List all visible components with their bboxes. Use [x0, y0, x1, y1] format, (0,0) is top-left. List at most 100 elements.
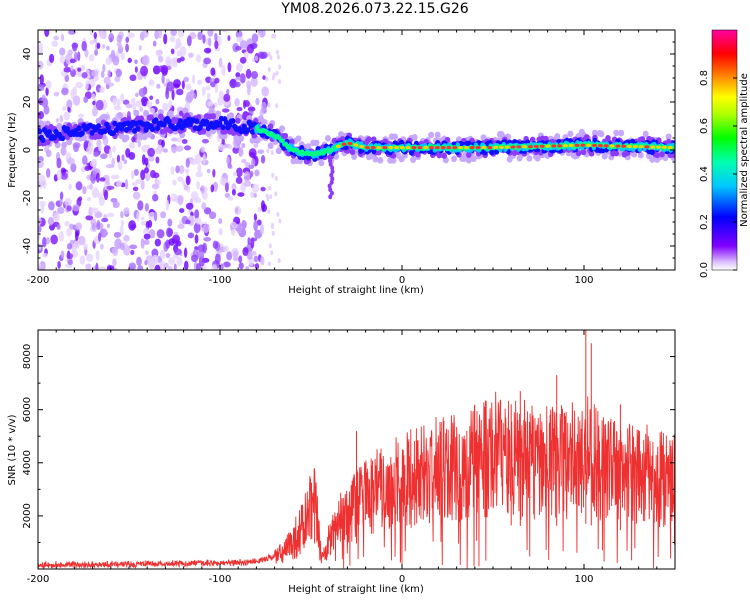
noise-blob	[184, 168, 190, 174]
ridge-peak	[481, 146, 487, 150]
noise-blob	[71, 42, 79, 49]
noise-blob	[135, 178, 143, 184]
ridge-peak	[603, 144, 609, 148]
noise-blob	[149, 95, 154, 101]
snr-x-ticks: -200 -100 0 100	[27, 330, 676, 585]
noise-blob	[227, 196, 234, 201]
ridge-cell	[470, 155, 477, 163]
noise-blob	[209, 78, 216, 83]
noise-blob	[207, 30, 214, 37]
noise-blob	[267, 261, 271, 267]
noise-blob	[218, 57, 223, 68]
noise-blob	[110, 49, 116, 59]
noise-blob	[221, 64, 226, 76]
noise-blob	[276, 211, 280, 217]
spectrogram-x-ticks: -200 -100 0 100	[27, 30, 676, 286]
noise-blob	[178, 110, 184, 117]
noise-blob	[43, 105, 50, 115]
noise-blob	[253, 143, 259, 148]
noise-blob	[140, 169, 146, 181]
noise-blob	[105, 180, 110, 186]
noise-blob	[148, 211, 156, 220]
noise-blob	[66, 157, 75, 165]
noise-blob	[90, 173, 97, 184]
noise-blob	[224, 182, 229, 193]
noise-blob	[201, 223, 210, 233]
noise-blob	[103, 189, 109, 201]
ridge-cell	[46, 129, 53, 135]
ridge-cell	[148, 114, 154, 121]
noise-blob	[261, 101, 267, 112]
noise-blob	[192, 92, 197, 99]
noise-blob	[187, 232, 195, 239]
noise-blob	[67, 259, 74, 266]
noise-blob	[106, 212, 115, 218]
ridge-cell	[205, 130, 212, 137]
noise-blob	[155, 156, 160, 164]
noise-blob	[148, 155, 155, 162]
noise-blob	[257, 149, 265, 154]
noise-blob	[210, 184, 215, 193]
noise-blob	[53, 212, 60, 223]
noise-blob	[154, 238, 162, 247]
ridge-cell	[415, 151, 421, 158]
spectrogram-marks	[38, 30, 675, 270]
noise-blob	[70, 65, 74, 72]
ridge-cell	[102, 128, 108, 134]
noise-blob	[235, 72, 241, 78]
noise-blob	[184, 145, 192, 151]
ridge-peak	[452, 146, 458, 150]
noise-blob	[268, 243, 272, 249]
noise-blob	[64, 74, 70, 83]
noise-blob	[89, 30, 93, 36]
chart-title: YM08.2026.073.22.15.G26	[281, 1, 469, 17]
noise-blob	[241, 158, 247, 164]
colorbar-tick-label: 0.2	[699, 214, 710, 230]
ridge-peak	[405, 146, 411, 150]
ridge-cell	[411, 134, 418, 141]
noise-blob	[60, 172, 68, 180]
noise-blob	[132, 191, 141, 200]
noise-blob	[278, 64, 282, 70]
noise-blob	[163, 33, 168, 45]
noise-blob	[100, 153, 108, 159]
noise-blob	[48, 201, 55, 211]
ridge-peak	[434, 146, 440, 150]
noise-blob	[86, 185, 90, 190]
noise-blob	[200, 184, 205, 195]
noise-blob	[134, 66, 138, 73]
noise-blob	[123, 234, 130, 242]
noise-blob	[49, 53, 55, 64]
noise-blob	[120, 219, 125, 227]
noise-blob	[236, 224, 242, 234]
noise-blob	[163, 148, 168, 153]
ridge-cell	[598, 130, 605, 138]
ridge-cell	[328, 187, 333, 193]
ridge-cell	[267, 123, 274, 130]
noise-blob	[267, 102, 271, 108]
ridge-peak	[370, 146, 376, 150]
noise-blob	[238, 255, 243, 263]
noise-blob	[206, 168, 211, 174]
noise-blob	[172, 59, 178, 68]
noise-blob	[67, 106, 71, 113]
ridge-cell	[166, 118, 172, 125]
noise-blob	[243, 100, 250, 107]
noise-blob	[118, 160, 123, 170]
noise-blob	[259, 256, 265, 266]
noise-blob	[97, 192, 103, 200]
noise-blob	[83, 96, 89, 103]
noise-blob	[156, 83, 161, 89]
noise-blob	[133, 168, 139, 176]
ridge-peak	[662, 145, 667, 149]
noise-blob	[250, 71, 259, 79]
ridge-peak	[347, 141, 353, 146]
ridge-peak	[667, 145, 673, 150]
noise-blob	[246, 44, 255, 54]
noise-blob	[168, 257, 176, 265]
noise-blob	[117, 45, 124, 54]
noise-blob	[85, 215, 94, 221]
snr-y-ticks: 2000 4000 6000 8000	[22, 329, 675, 543]
ridge-cell	[143, 109, 150, 117]
colorbar-tick-label: 0.4	[699, 166, 710, 182]
